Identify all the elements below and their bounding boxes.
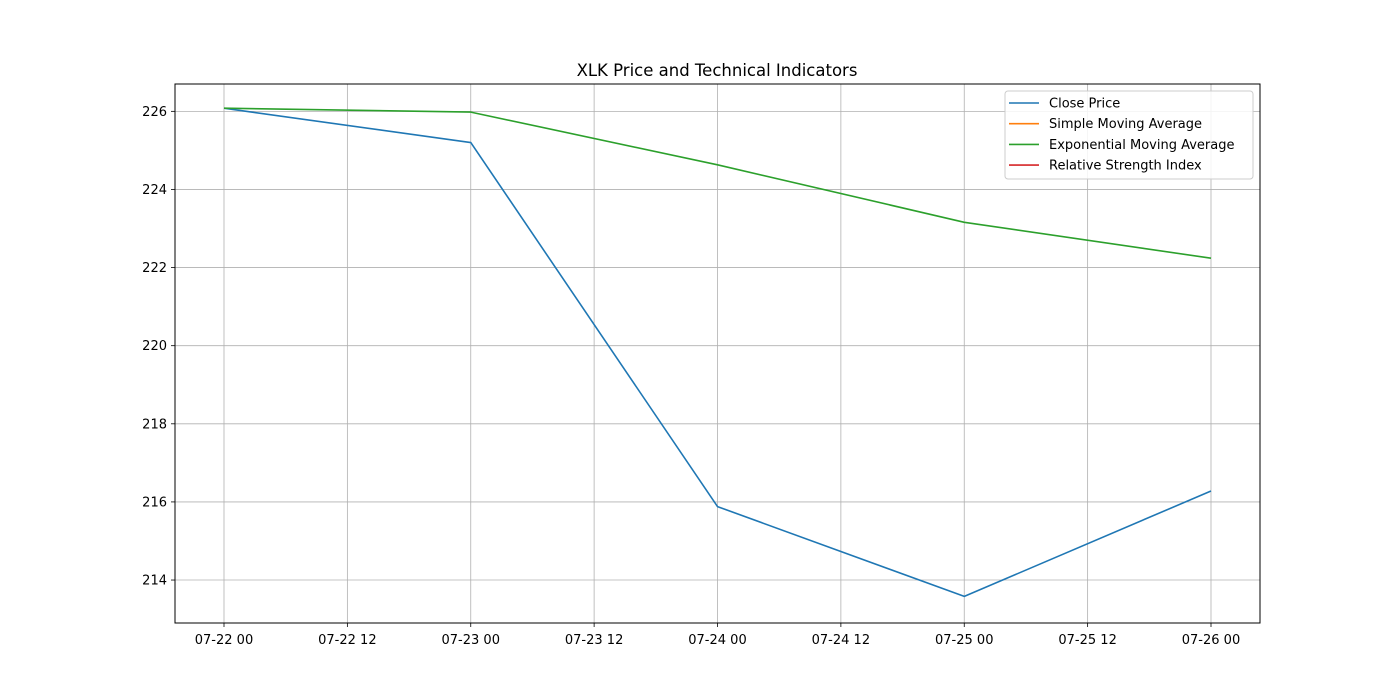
- x-tick-label: 07-22 00: [195, 633, 253, 648]
- x-tick-label: 07-24 00: [688, 633, 746, 648]
- x-tick-label: 07-22 12: [318, 633, 376, 648]
- x-tick-label: 07-25 12: [1058, 633, 1116, 648]
- legend-label-simple-moving-average: Simple Moving Average: [1049, 117, 1202, 132]
- legend-label-exponential-moving-average: Exponential Moving Average: [1049, 138, 1235, 153]
- x-axis: 07-22 00 07-22 12 07-23 00 07-23 12 07-24 00…: [195, 623, 1240, 648]
- x-tick-label: 07-23 12: [565, 633, 623, 648]
- y-tick-label: 216: [142, 495, 167, 510]
- legend-box: [1004, 90, 1254, 180]
- y-tick-label: 214: [142, 574, 167, 589]
- y-tick-label: 222: [142, 261, 167, 276]
- series-line-close-price: [223, 107, 1212, 598]
- grid-layer: [175, 84, 1260, 623]
- y-tick-label: 218: [142, 417, 167, 432]
- y-tick-label: 226: [142, 105, 167, 120]
- y-tick-label: 224: [142, 183, 167, 198]
- legend-label-relative-strength-index: Relative Strength Index: [1049, 159, 1202, 174]
- chart-title: XLK Price and Technical Indicators: [577, 61, 858, 80]
- y-axis: 214 216 218 220 222 224 226: [142, 105, 175, 589]
- legend: Close Price Simple Moving Average Exponent…: [1004, 90, 1254, 180]
- x-tick-label: 07-25 00: [935, 633, 993, 648]
- series-layer: [223, 107, 1212, 598]
- x-tick-label: 07-23 00: [442, 633, 500, 648]
- x-tick-label: 07-24 12: [812, 633, 870, 648]
- x-tick-label: 07-26 00: [1182, 633, 1240, 648]
- y-tick-label: 220: [142, 339, 167, 354]
- series-line-exponential-moving-average: [223, 107, 1212, 259]
- legend-label-close-price: Close Price: [1049, 97, 1120, 112]
